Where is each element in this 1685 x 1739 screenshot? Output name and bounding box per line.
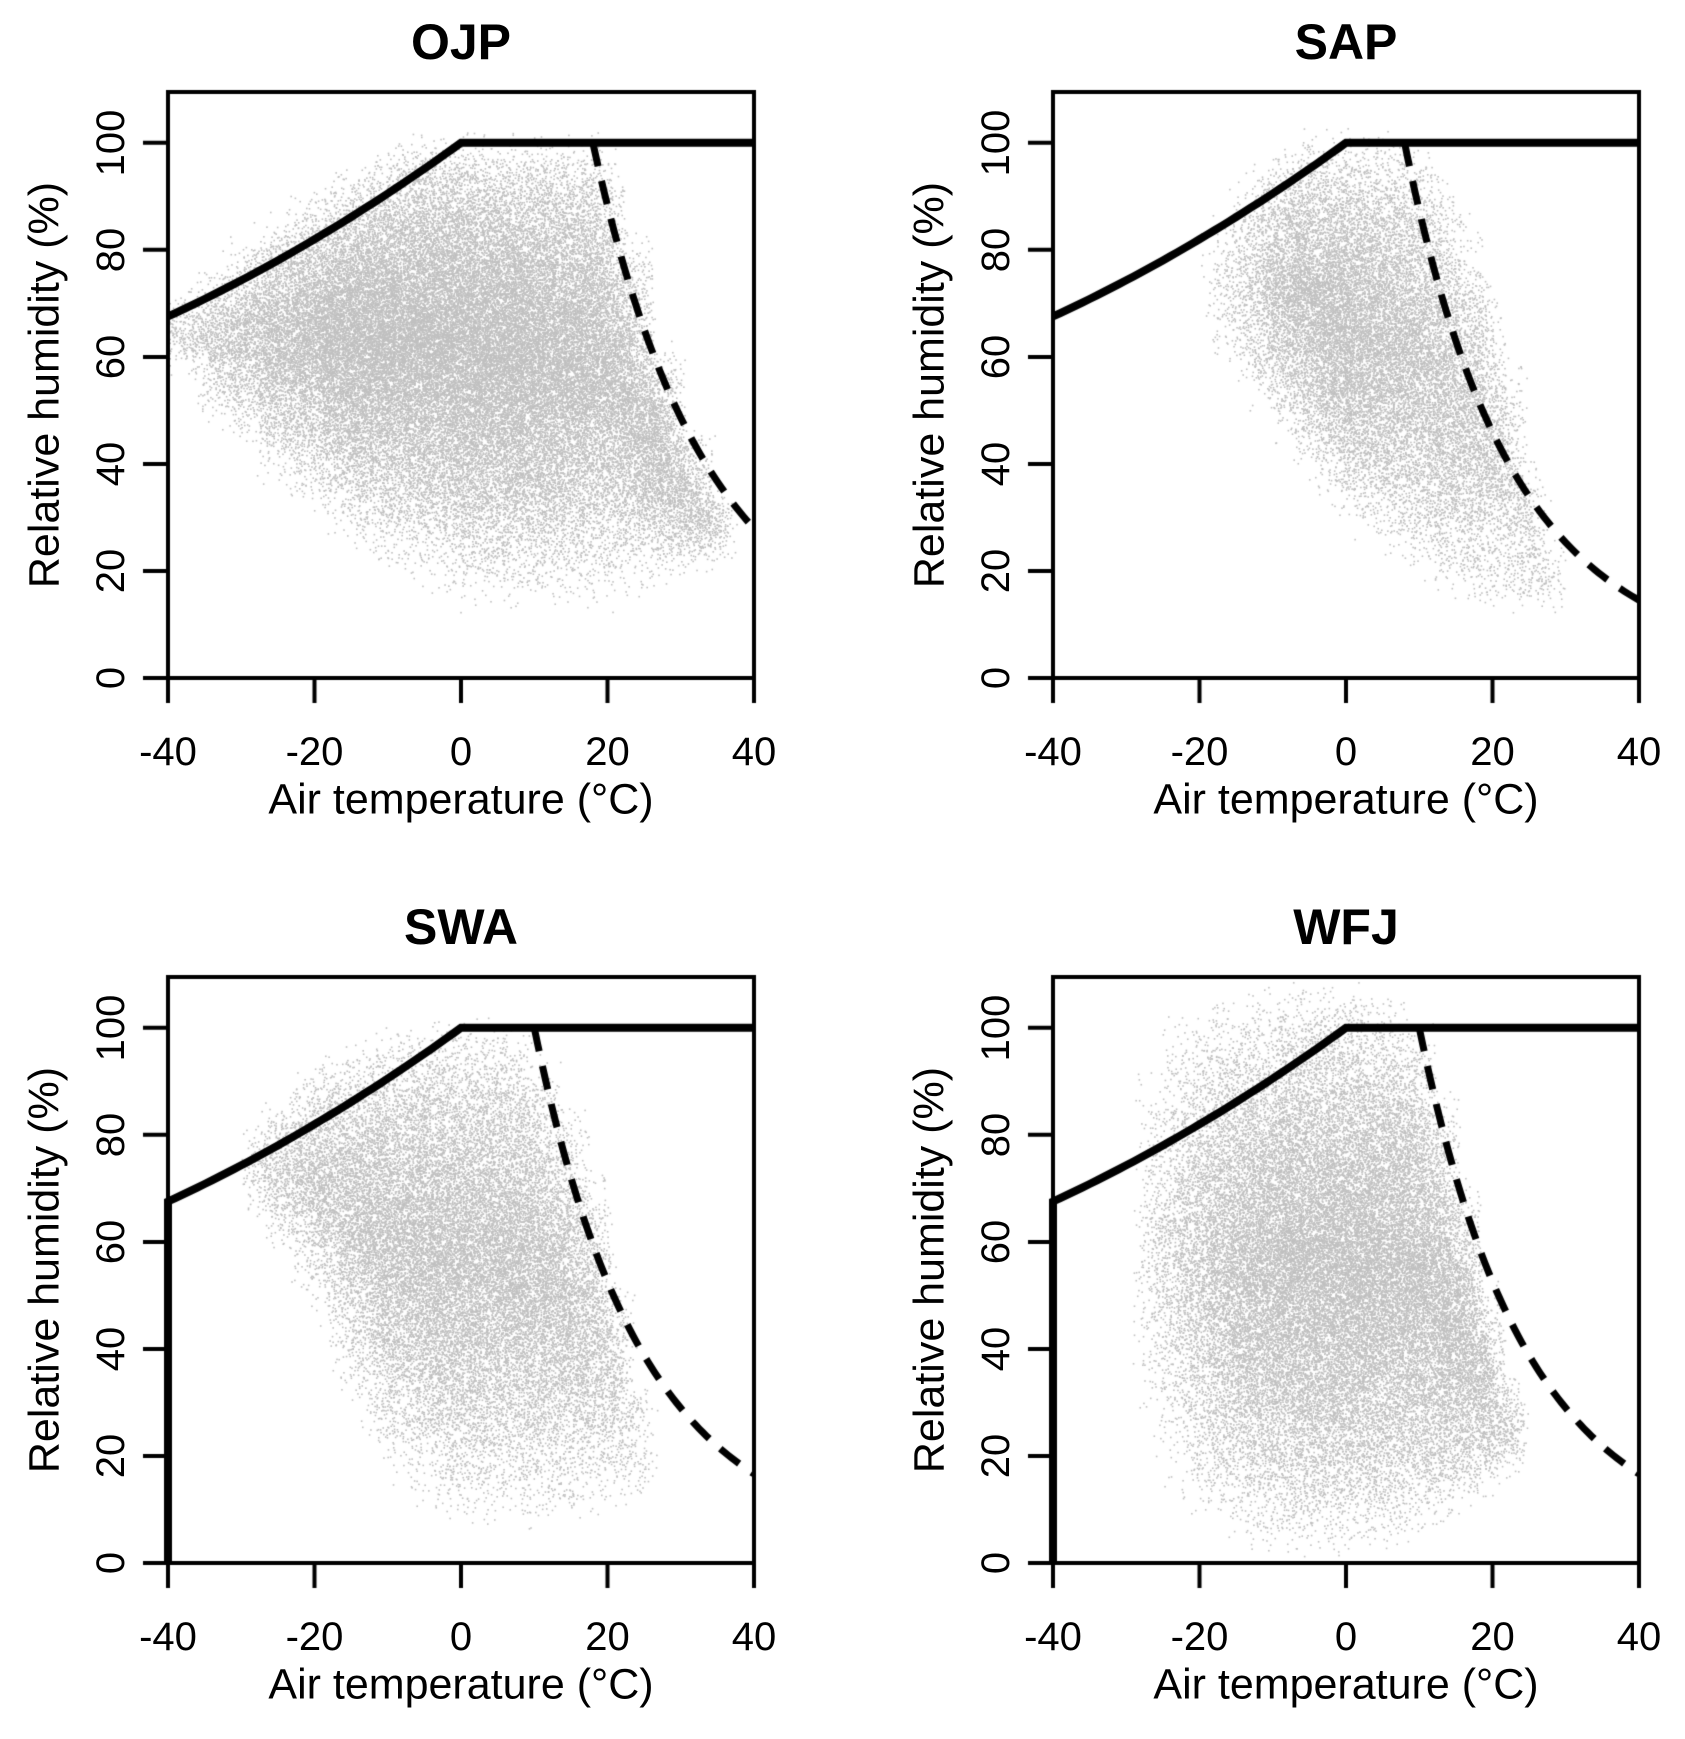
x-tick-label: -40 <box>1024 1615 1082 1659</box>
x-axis-title: Air temperature (°C) <box>268 775 654 824</box>
y-tick-label: 80 <box>89 1112 133 1158</box>
y-axis-title: Relative humidity (%) <box>905 181 954 589</box>
x-tick-label: -40 <box>139 1615 197 1659</box>
x-tick-label: 20 <box>1470 1615 1515 1659</box>
y-tick-label: 0 <box>89 1551 133 1575</box>
y-tick-label: 80 <box>974 227 1018 273</box>
x-axis-title: Air temperature (°C) <box>1153 775 1539 824</box>
x-tick-label: 40 <box>1616 1615 1662 1659</box>
y-tick-label: 100 <box>974 109 1018 177</box>
x-tick-label: 0 <box>449 730 473 774</box>
x-tick-label: 20 <box>585 1615 630 1659</box>
x-axis-title: Air temperature (°C) <box>1153 1660 1539 1709</box>
y-tick-label: 60 <box>974 334 1018 380</box>
y-tick-label: 20 <box>974 548 1018 594</box>
y-axis-title: Relative humidity (%) <box>20 181 69 589</box>
panel-title-wfj: WFJ <box>1293 899 1399 955</box>
y-tick-label: 60 <box>89 1219 133 1265</box>
panel-title-swa: SWA <box>404 899 518 955</box>
x-tick-label: 20 <box>585 730 630 774</box>
x-tick-label: 40 <box>731 1615 777 1659</box>
x-tick-label: -20 <box>285 1615 344 1659</box>
y-tick-label: 0 <box>89 666 133 690</box>
x-tick-label: -20 <box>1170 730 1229 774</box>
y-tick-label: 40 <box>974 1326 1018 1372</box>
x-tick-label: 20 <box>1470 730 1515 774</box>
x-tick-label: 40 <box>731 730 777 774</box>
y-tick-label: 0 <box>974 1551 1018 1575</box>
y-tick-label: 100 <box>89 109 133 177</box>
x-tick-label: 40 <box>1616 730 1662 774</box>
x-axis-title: Air temperature (°C) <box>268 1660 654 1709</box>
y-tick-label: 40 <box>974 441 1018 487</box>
y-axis-title: Relative humidity (%) <box>20 1066 69 1474</box>
x-tick-label: 0 <box>449 1615 473 1659</box>
y-tick-label: 20 <box>974 1433 1018 1479</box>
y-tick-label: 20 <box>89 1433 133 1479</box>
x-tick-label: -20 <box>1170 1615 1229 1659</box>
y-tick-label: 60 <box>89 334 133 380</box>
y-tick-label: 40 <box>89 441 133 487</box>
y-tick-label: 0 <box>974 666 1018 690</box>
y-tick-label: 20 <box>89 548 133 594</box>
x-tick-label: -20 <box>285 730 344 774</box>
y-tick-label: 80 <box>974 1112 1018 1158</box>
x-tick-label: 0 <box>1334 1615 1358 1659</box>
panel-title-ojp: OJP <box>410 14 512 70</box>
y-tick-label: 60 <box>974 1219 1018 1265</box>
y-tick-label: 80 <box>89 227 133 273</box>
y-tick-label: 40 <box>89 1326 133 1372</box>
y-axis-title: Relative humidity (%) <box>905 1066 954 1474</box>
x-tick-label: -40 <box>1024 730 1082 774</box>
x-tick-label: -40 <box>139 730 197 774</box>
y-tick-label: 100 <box>974 994 1018 1062</box>
y-tick-label: 100 <box>89 994 133 1062</box>
panel-title-sap: SAP <box>1294 14 1398 70</box>
x-tick-label: 0 <box>1334 730 1358 774</box>
